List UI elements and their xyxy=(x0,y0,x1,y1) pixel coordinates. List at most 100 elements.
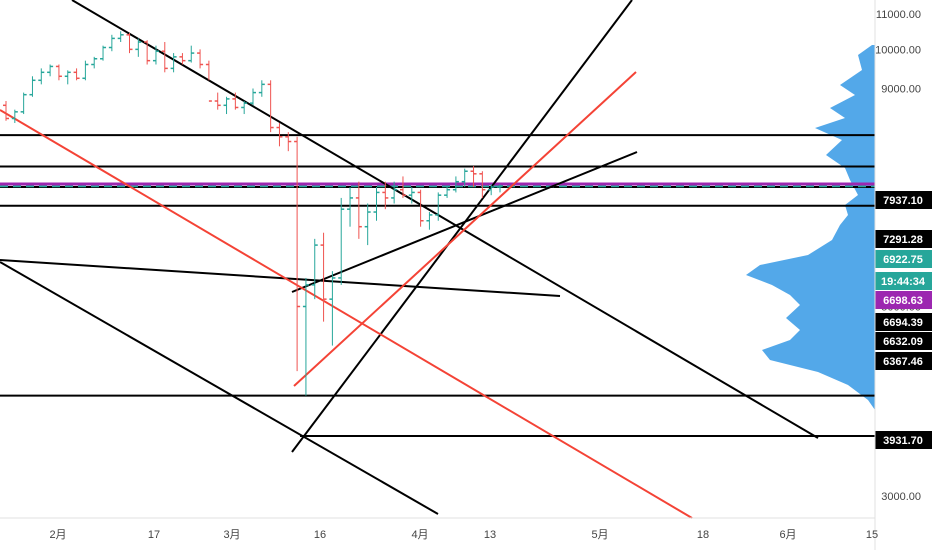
candle[interactable] xyxy=(55,64,62,81)
price-label[interactable]: 6698.63 xyxy=(875,291,932,309)
candle[interactable] xyxy=(373,187,380,221)
x-tick-label: 18 xyxy=(697,529,709,541)
candle[interactable] xyxy=(64,70,71,85)
x-tick-label: 17 xyxy=(148,529,160,541)
price-label-bg xyxy=(875,272,932,290)
volume-profile-area xyxy=(746,45,875,410)
y-tick-label: 9000.00 xyxy=(881,83,921,95)
price-label[interactable]: 7291.28 xyxy=(875,230,932,248)
candle[interactable] xyxy=(479,171,486,198)
candle[interactable] xyxy=(214,92,221,110)
candle[interactable] xyxy=(311,238,318,300)
candle[interactable] xyxy=(179,53,186,65)
price-label[interactable]: 7937.10 xyxy=(875,191,932,209)
trend-line[interactable] xyxy=(291,151,638,293)
horizontal-levels xyxy=(0,134,875,397)
trend-line[interactable] xyxy=(71,0,819,439)
red-trend-line-ascending[interactable] xyxy=(293,71,637,387)
candle[interactable] xyxy=(408,187,415,204)
candle[interactable] xyxy=(285,132,292,152)
x-axis: 2月 17 3月 16 4月 13 5月 18 6月 15 xyxy=(0,0,878,550)
price-label[interactable]: 6632.09 xyxy=(875,332,932,350)
candle[interactable] xyxy=(391,181,398,204)
candle[interactable] xyxy=(205,60,212,102)
candle[interactable] xyxy=(461,168,468,188)
x-tick-label: 13 xyxy=(484,529,496,541)
candle[interactable] xyxy=(197,49,204,69)
x-tick-label: 16 xyxy=(314,529,326,541)
candle[interactable] xyxy=(161,42,168,73)
candle[interactable] xyxy=(382,181,389,210)
candle[interactable] xyxy=(11,109,18,123)
candle[interactable] xyxy=(452,176,459,193)
price-label-text: 3931.70 xyxy=(883,435,923,447)
price-label-text: 6698.63 xyxy=(883,295,923,307)
candle[interactable] xyxy=(152,45,159,65)
price-label[interactable]: 19:44:34 xyxy=(875,272,932,290)
candle[interactable] xyxy=(267,80,274,133)
candle[interactable] xyxy=(82,60,89,81)
candle[interactable] xyxy=(232,92,239,110)
trend-line[interactable] xyxy=(0,261,439,515)
candle[interactable] xyxy=(355,181,362,239)
candle[interactable] xyxy=(347,187,354,227)
candle[interactable] xyxy=(329,271,336,346)
red-trend-line-descending[interactable] xyxy=(0,109,693,519)
trend-lines xyxy=(0,0,875,519)
candle[interactable] xyxy=(470,166,477,188)
price-label[interactable]: 3931.70 xyxy=(875,431,932,449)
candle[interactable] xyxy=(426,212,433,230)
candle[interactable] xyxy=(294,136,301,372)
candle[interactable] xyxy=(170,53,177,73)
candle[interactable] xyxy=(144,40,151,65)
candle[interactable] xyxy=(100,45,107,61)
candle[interactable] xyxy=(73,68,80,81)
x-tick-label: 4月 xyxy=(411,529,428,541)
candle[interactable] xyxy=(417,189,424,227)
volume-profile xyxy=(746,45,875,410)
price-label[interactable]: 6694.39 xyxy=(875,313,932,331)
y-tick-label: 10000.00 xyxy=(875,44,921,56)
price-label-text: 19:44:34 xyxy=(881,276,926,288)
candle[interactable] xyxy=(188,45,195,63)
candle[interactable] xyxy=(126,33,133,54)
candle[interactable] xyxy=(497,184,503,193)
price-label[interactable]: 6367.46 xyxy=(875,352,932,370)
candle[interactable] xyxy=(302,277,309,396)
candle[interactable] xyxy=(276,122,283,147)
candle[interactable] xyxy=(364,203,371,246)
candle[interactable] xyxy=(29,76,36,97)
price-label-text: 6694.39 xyxy=(883,317,923,329)
candle[interactable] xyxy=(258,80,265,97)
candle[interactable] xyxy=(241,101,248,115)
price-label-text: 7937.10 xyxy=(883,195,923,207)
price-label-text: 6922.75 xyxy=(883,254,923,266)
candle[interactable] xyxy=(3,101,9,121)
candle[interactable] xyxy=(399,176,406,198)
candle[interactable] xyxy=(320,232,327,322)
price-label-text: 6367.46 xyxy=(883,356,923,368)
trend-line[interactable] xyxy=(0,259,561,297)
price-label-bg xyxy=(875,291,932,309)
price-label[interactable]: 6922.75 xyxy=(875,250,932,268)
candle[interactable] xyxy=(444,187,451,198)
price-label-bg xyxy=(875,332,932,350)
candle[interactable] xyxy=(435,192,442,221)
candle[interactable] xyxy=(223,96,230,115)
x-tick-label: 6月 xyxy=(779,529,796,541)
trend-line[interactable] xyxy=(291,0,633,453)
candle[interactable] xyxy=(117,31,124,43)
candle[interactable] xyxy=(38,68,45,85)
candle[interactable] xyxy=(338,197,345,285)
candle[interactable] xyxy=(488,184,495,196)
candle[interactable] xyxy=(135,38,142,57)
candle[interactable] xyxy=(47,64,54,77)
candle[interactable] xyxy=(20,92,27,115)
price-label-text: 6632.09 xyxy=(883,336,923,348)
price-label-bg xyxy=(875,313,932,331)
candle[interactable] xyxy=(108,34,115,52)
candle[interactable] xyxy=(91,56,98,69)
candle[interactable] xyxy=(250,88,256,106)
